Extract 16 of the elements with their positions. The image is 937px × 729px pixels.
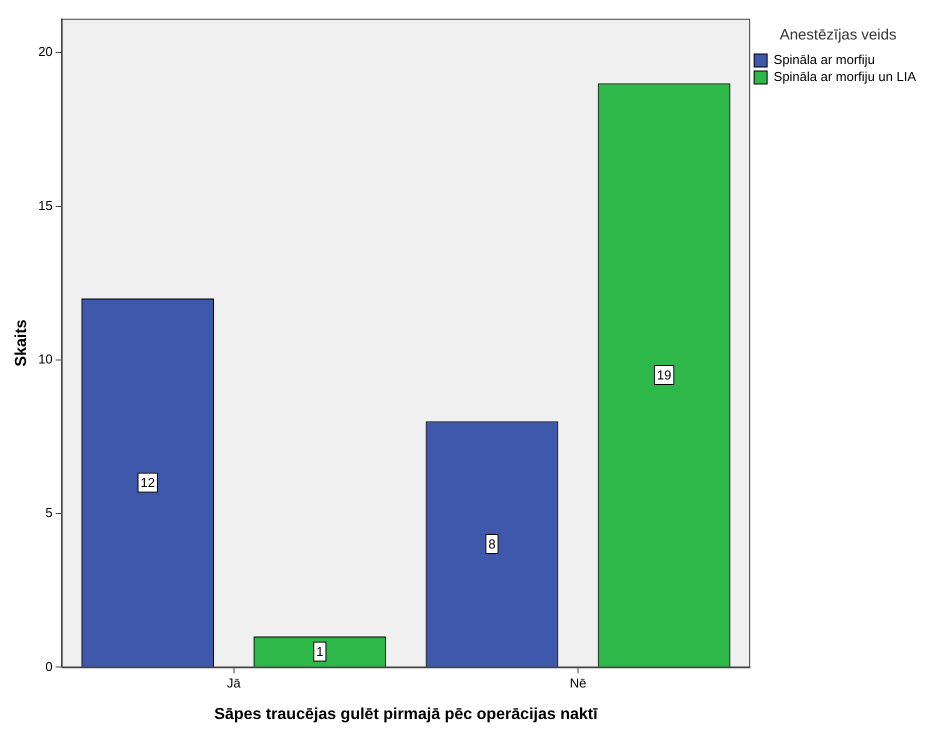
- x-tick-label: Nē: [570, 676, 586, 691]
- data-label: 8: [488, 536, 496, 552]
- y-tick-label: 15: [38, 198, 53, 213]
- data-label: 12: [140, 475, 155, 490]
- y-tick-label: 20: [38, 44, 53, 60]
- x-tick-label: Jā: [226, 676, 242, 691]
- y-tick-label: 0: [45, 658, 53, 674]
- legend-label: Spināla ar morfiju un LIA: [774, 69, 916, 84]
- data-label: 19: [656, 368, 672, 383]
- y-tick-label: 5: [45, 505, 53, 520]
- data-label: 1: [316, 644, 324, 660]
- x-axis-title: Sāpes traucējas gulēt pirmajā pēc operācijas naktī: [214, 706, 598, 723]
- y-axis-title: Skaits: [13, 319, 30, 367]
- legend-label: Spināla ar morfiju: [774, 52, 875, 68]
- y-tick-label: 10: [38, 351, 53, 366]
- legend-title: Anestēzījas veids: [780, 26, 896, 44]
